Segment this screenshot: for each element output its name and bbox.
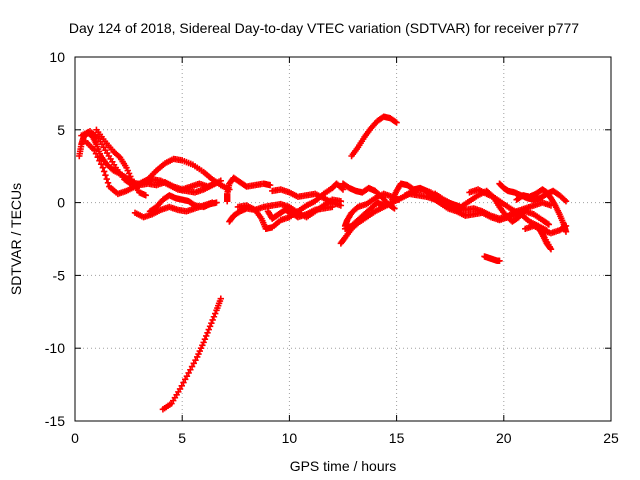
data-point-marker (180, 379, 187, 386)
data-point-marker (92, 150, 100, 157)
data-point-marker (389, 204, 397, 211)
series-s22 (481, 253, 503, 265)
data-point-marker (562, 228, 570, 235)
data-point-marker (142, 192, 149, 199)
data-point-marker (217, 177, 224, 184)
data-point-marker (103, 175, 110, 183)
data-point-marker (94, 153, 101, 161)
series-s17 (348, 113, 400, 160)
data-point-marker (338, 185, 345, 192)
x-tick-label: 15 (389, 430, 405, 446)
data-point-marker (562, 197, 570, 205)
y-tick-label: -5 (53, 267, 66, 283)
plot-frame (74, 56, 612, 422)
data-point-marker (115, 153, 122, 160)
series-s26 (522, 222, 570, 237)
series-s11 (269, 186, 345, 209)
x-tick-label: 10 (282, 430, 298, 446)
data-point-marker (380, 202, 387, 209)
x-tick-labels: 0 5 10 15 20 25 (71, 430, 619, 446)
x-axis-label: GPS time / hours (290, 458, 397, 474)
data-point-marker (212, 310, 219, 317)
y-tick-label: 0 (57, 195, 65, 211)
data-markers (76, 113, 570, 413)
data-point-marker (217, 295, 224, 302)
data-point-marker (339, 186, 347, 193)
data-point-marker (99, 164, 107, 171)
data-point-marker (393, 119, 400, 126)
data-point-marker (392, 118, 399, 125)
data-point-marker (97, 160, 105, 168)
data-point-marker (178, 382, 185, 389)
data-point-marker (192, 356, 199, 364)
data-point-marker (183, 372, 191, 380)
series-s7 (159, 295, 224, 413)
data-point-marker (203, 332, 210, 340)
data-point-marker (561, 223, 568, 230)
y-tick-label: 5 (57, 122, 65, 138)
series-s8 (224, 174, 274, 205)
data-point-marker (204, 329, 211, 336)
data-point-marker (337, 202, 345, 209)
data-point-marker (266, 181, 274, 189)
data-point-marker (496, 257, 503, 265)
data-point-marker (209, 316, 216, 324)
data-point-marker (104, 179, 112, 186)
data-point-marker (176, 385, 184, 393)
data-point-marker (329, 203, 336, 211)
series-s16 (341, 199, 387, 233)
data-point-marker (205, 326, 212, 333)
y-tick-label: -15 (45, 413, 65, 429)
x-tick-label: 20 (496, 430, 512, 446)
data-point-marker (522, 206, 529, 214)
y-tick-label: 10 (49, 49, 65, 65)
chart-title: Day 124 of 2018, Sidereal Day-to-day VTE… (69, 20, 579, 36)
data-point-marker (96, 157, 103, 164)
data-point-marker (190, 201, 197, 208)
data-point-marker (91, 146, 98, 154)
data-point-marker (200, 339, 207, 346)
y-axis-label: SDTVAR / TECUs (8, 183, 24, 295)
data-point-marker (213, 199, 220, 206)
x-tick-label: 25 (603, 430, 619, 446)
data-point-marker (561, 196, 568, 204)
data-point-marker (185, 369, 192, 377)
data-point-marker (190, 360, 197, 367)
data-point-marker (391, 205, 398, 212)
data-point-marker (210, 313, 218, 320)
series-s19 (401, 186, 555, 222)
data-point-marker (208, 319, 215, 327)
data-point-marker (562, 222, 570, 230)
series-s6 (146, 192, 220, 215)
y-tick-labels: -15 -10 -5 0 5 10 (45, 49, 65, 429)
data-point-marker (188, 363, 196, 370)
data-point-marker (201, 335, 209, 343)
data-point-marker (100, 168, 108, 175)
x-tick-label: 0 (71, 430, 79, 446)
data-point-marker (102, 172, 109, 179)
series-s3 (82, 138, 224, 198)
data-point-marker (545, 221, 553, 228)
series-s23 (496, 180, 570, 205)
x-tick-label: 5 (178, 430, 186, 446)
series-s12 (264, 203, 336, 222)
data-point-marker (182, 376, 189, 383)
data-point-marker (206, 323, 214, 330)
series-s4 (93, 126, 149, 199)
grid-lines (75, 57, 611, 421)
y-tick-label: -10 (45, 340, 65, 356)
data-point-marker (187, 366, 194, 373)
data-point-marker (544, 220, 551, 227)
series-s10 (234, 180, 347, 233)
